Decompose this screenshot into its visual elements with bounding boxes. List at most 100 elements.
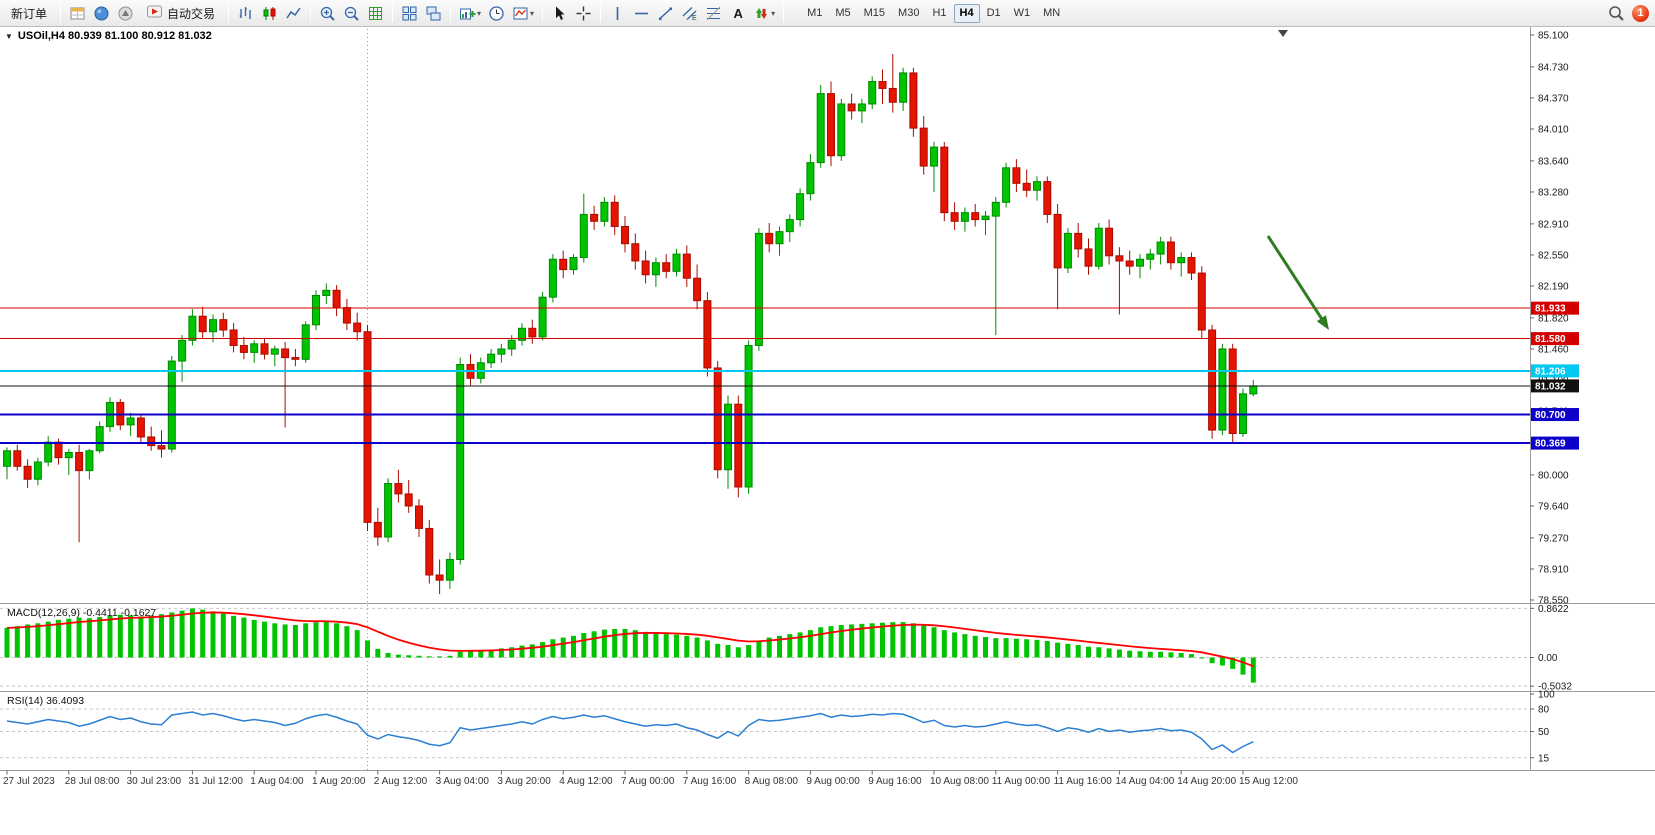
timeframe-m1-button[interactable]: M1: [801, 4, 828, 23]
timeframe-h1-button[interactable]: H1: [926, 4, 952, 23]
candle: [1012, 167, 1021, 184]
search-button[interactable]: [1605, 3, 1628, 24]
time-label: 9 Aug 00:00: [806, 776, 860, 787]
levels-layer[interactable]: [0, 307, 1530, 445]
zoom-out-button[interactable]: [340, 3, 363, 24]
macd-bar: [962, 634, 968, 658]
dropdown-caret-icon: ▾: [477, 8, 482, 18]
trendline-button[interactable]: [654, 3, 677, 24]
strategy-button[interactable]: [114, 3, 137, 24]
macd-signal-line: [6, 611, 1254, 668]
text-label-button[interactable]: A: [726, 3, 749, 24]
price-tick-label: 79.270: [1538, 533, 1569, 544]
macd-bar: [1127, 650, 1133, 658]
grid-icon: [369, 6, 383, 20]
macd-bar: [437, 656, 443, 658]
price-tick-label: 78.550: [1538, 596, 1569, 607]
macd-bar: [993, 638, 999, 658]
candle: [868, 81, 877, 105]
candle: [497, 348, 506, 355]
candle: [693, 277, 702, 302]
candle: [621, 225, 629, 245]
fibonacci-button[interactable]: [702, 3, 725, 24]
macd-bar: [1013, 638, 1019, 658]
templates-button[interactable]: ▾: [509, 3, 537, 24]
autotrade-button[interactable]: 自动交易: [138, 3, 223, 24]
macd-bar: [478, 650, 484, 658]
chart-canvas[interactable]: 85.100 84.730 84.370 84.010 83.640 83.280 82.9…: [0, 27, 1655, 835]
candle: [342, 307, 351, 324]
new-chart-button[interactable]: ▾: [456, 3, 484, 24]
grid-button[interactable]: [364, 3, 387, 24]
equidistant-channel-icon: E: [682, 6, 697, 22]
macd-bar: [694, 637, 700, 658]
cascade-windows-button[interactable]: [422, 3, 445, 24]
macd-scale-label: 0.8622: [1538, 604, 1569, 615]
macd-bar: [1003, 638, 1009, 658]
candle: [425, 527, 434, 576]
notification-badge[interactable]: 1: [1632, 4, 1649, 22]
fibonacci-icon: [706, 6, 721, 20]
candle: [1053, 213, 1062, 269]
vertical-line-button[interactable]: [606, 3, 629, 24]
macd-bar: [323, 621, 329, 658]
candle: [590, 213, 599, 222]
crosshair-button[interactable]: [572, 3, 595, 24]
candle: [384, 483, 393, 538]
macd-bar: [1044, 640, 1050, 658]
candle: [373, 521, 382, 538]
candle: [878, 81, 887, 89]
time-label: 11 Aug 16:00: [1054, 776, 1113, 787]
cursor-button[interactable]: [548, 3, 571, 24]
zoom-in-button[interactable]: [316, 3, 339, 24]
one-click-toggle-icon[interactable]: ▼: [5, 31, 13, 41]
candle: [548, 258, 557, 298]
price-tick-label: 82.190: [1538, 281, 1569, 292]
candle: [888, 87, 897, 103]
macd-bar: [591, 631, 597, 658]
macd-bar: [1219, 657, 1225, 666]
line-chart-button[interactable]: [282, 3, 305, 24]
horizontal-line-button[interactable]: [630, 3, 653, 24]
macd-bar: [457, 651, 463, 658]
market-watch-icon: [70, 7, 85, 19]
candle: [981, 215, 990, 221]
arrow-annotation[interactable]: [1266, 235, 1326, 325]
time-label: 30 Jul 23:00: [127, 776, 182, 787]
timeframe-mn-button[interactable]: MN: [1037, 4, 1066, 23]
quotes-button[interactable]: [90, 3, 113, 24]
clock-button[interactable]: [485, 3, 508, 24]
bar-chart-button[interactable]: [234, 3, 257, 24]
timeframe-w1-button[interactable]: W1: [1008, 4, 1037, 23]
chart-background: [0, 27, 1655, 835]
timeframe-m15-button[interactable]: M15: [858, 4, 891, 23]
candle: [940, 146, 949, 214]
timeframe-h4-button[interactable]: H4: [953, 3, 980, 23]
arrow-annotation-head[interactable]: [1316, 315, 1329, 330]
tile-windows-button[interactable]: [398, 3, 421, 24]
macd-bar: [200, 609, 206, 658]
timeframe-m5-button[interactable]: M5: [829, 4, 856, 23]
chart-shift-marker[interactable]: [1278, 30, 1288, 37]
macd-bar: [684, 635, 690, 658]
macd-bar: [282, 624, 288, 658]
candle: [178, 339, 187, 362]
equidistant-channel-button[interactable]: E: [678, 3, 701, 24]
market-watch-button[interactable]: [66, 3, 89, 24]
macd-bar: [972, 635, 978, 658]
macd-bar: [416, 655, 422, 658]
candle: [167, 360, 176, 450]
chart-area[interactable]: 85.100 84.730 84.370 84.010 83.640 83.280 82.9…: [0, 27, 1655, 835]
macd-bar: [509, 647, 515, 658]
timeframe-d1-button[interactable]: D1: [981, 4, 1007, 23]
candle: [600, 201, 609, 222]
macd-bar: [1178, 652, 1184, 658]
timeframe-m30-button[interactable]: M30: [892, 4, 925, 23]
arrows-button[interactable]: ▾: [750, 3, 778, 24]
candle-chart-button[interactable]: [258, 3, 281, 24]
timeframes-group: M1 M5 M15 M30 H1 H4 D1 W1 MN: [801, 3, 1066, 23]
price-tick-label: 82.910: [1538, 219, 1569, 230]
new-order-button[interactable]: 新订单: [3, 3, 55, 24]
candle: [610, 201, 619, 227]
candle: [54, 441, 63, 459]
